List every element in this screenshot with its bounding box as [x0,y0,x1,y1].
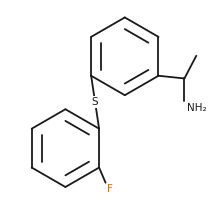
Text: NH₂: NH₂ [187,103,206,113]
Text: S: S [92,97,98,107]
Text: F: F [107,184,113,194]
